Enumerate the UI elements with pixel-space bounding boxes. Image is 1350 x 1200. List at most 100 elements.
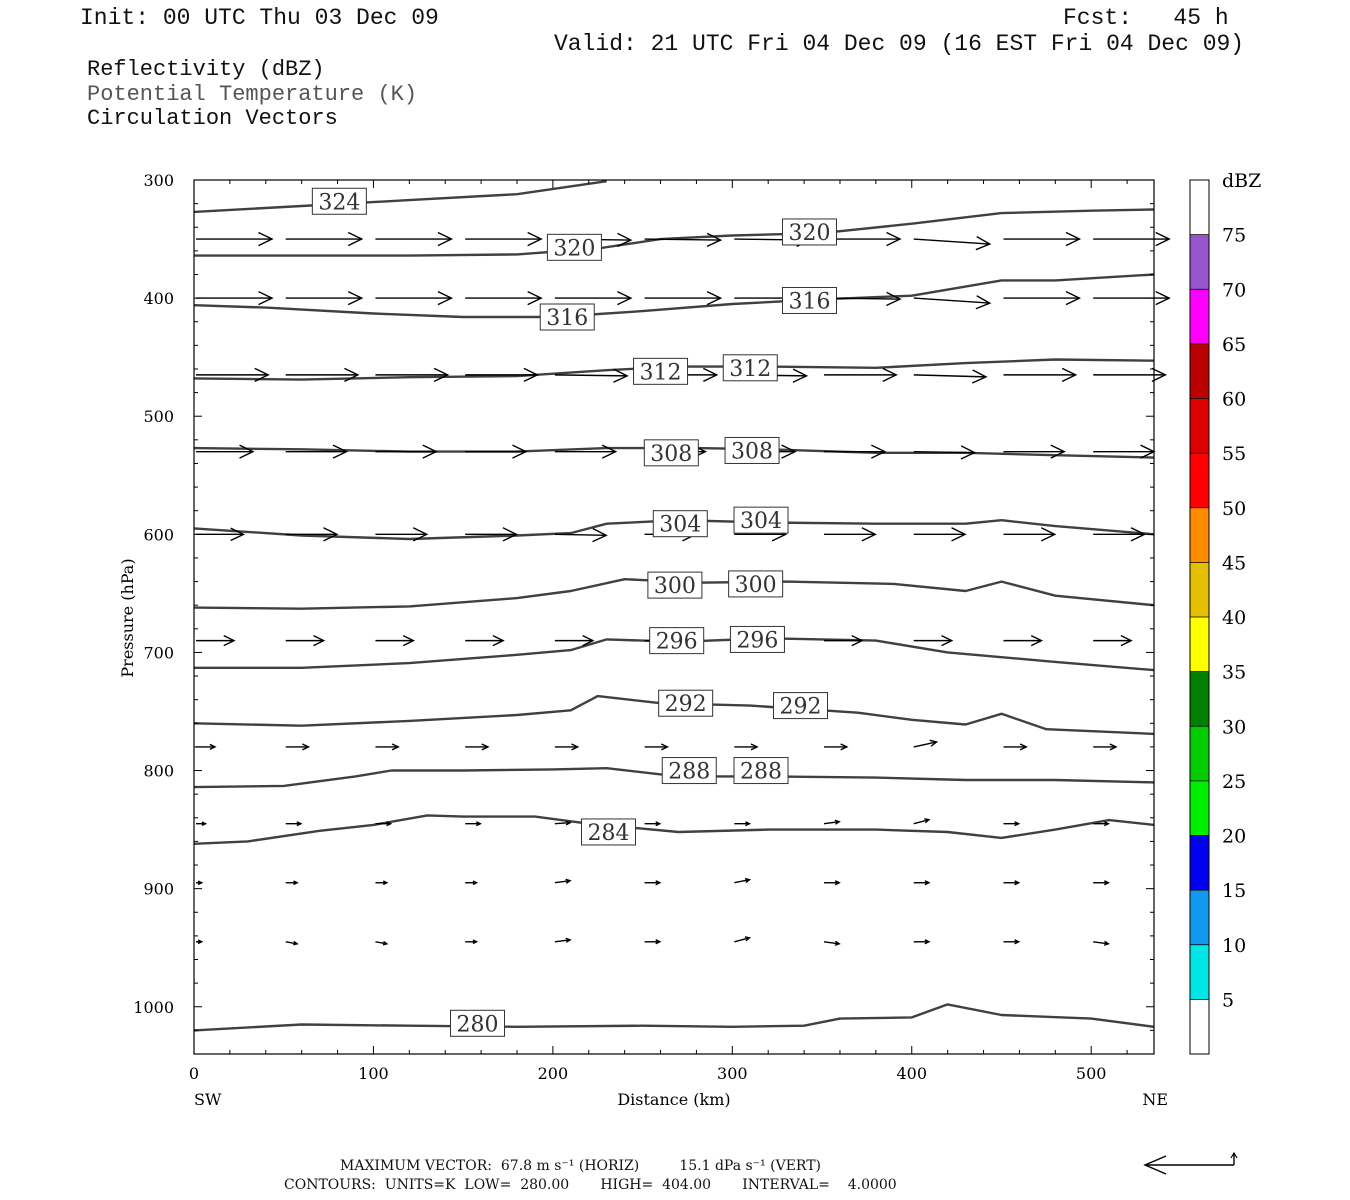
y-tick-label: 900 — [143, 880, 174, 899]
wind-vector — [823, 940, 841, 946]
wind-vector — [913, 369, 988, 384]
colorbar-segment — [1190, 671, 1209, 727]
contour-label: 316 — [546, 306, 588, 331]
colorbar-segment — [1190, 343, 1209, 399]
wind-vector — [1093, 880, 1111, 886]
wind-vector — [1003, 939, 1021, 945]
wind-vector — [554, 937, 572, 943]
theta-contour-288 — [193, 767, 1155, 789]
wind-vector — [465, 743, 490, 751]
wind-vector — [734, 821, 752, 827]
colorbar-segment — [1190, 180, 1209, 235]
contour-label: 312 — [729, 357, 771, 382]
theta-contour-320 — [194, 208, 1155, 257]
contour-label-box — [781, 286, 837, 314]
wind-vector — [824, 367, 898, 383]
wind-vector — [1003, 444, 1066, 459]
wind-vector — [1003, 527, 1057, 542]
contour-label: 308 — [731, 439, 773, 464]
contour-labels: 324 320 320 316 316 312 312 308 308 304 304 300 300 2… — [311, 187, 837, 1037]
contour-label-box — [773, 692, 829, 720]
wind-vector — [465, 880, 479, 886]
colorbar-label: 55 — [1222, 443, 1246, 465]
wind-vector — [375, 635, 416, 647]
contour-label: 320 — [788, 221, 830, 246]
colorbar-segment — [1190, 398, 1209, 454]
contour-label-box — [722, 354, 778, 382]
wind-vector — [913, 445, 977, 460]
contour-label-box — [728, 570, 784, 598]
colorbar-segment — [1190, 944, 1209, 1000]
field-vectors: Circulation Vectors — [87, 106, 338, 131]
wind-vector — [1093, 231, 1171, 247]
wind-vector — [196, 444, 255, 459]
contour-label-box — [643, 439, 699, 467]
wind-vector — [285, 527, 339, 542]
wind-vector — [554, 444, 618, 459]
wind-vector — [824, 743, 849, 751]
x-tick-label: 0 — [189, 1064, 199, 1083]
wind-vector — [913, 939, 931, 945]
contour-label-box — [733, 757, 789, 785]
theta-contour-324 — [193, 180, 607, 214]
wind-vector — [554, 820, 572, 826]
contour-label: 320 — [553, 236, 595, 261]
contour-label: 304 — [659, 513, 701, 538]
colorbar-segment — [1190, 234, 1209, 290]
colorbar-label: 5 — [1222, 989, 1234, 1011]
wind-vector — [644, 290, 723, 306]
wind-vector — [465, 444, 528, 459]
contour-label: 280 — [457, 1012, 499, 1037]
y-tick-label: 500 — [143, 407, 174, 426]
field-theta: Potential Temperature (K) — [87, 82, 418, 107]
contour-label: 300 — [735, 573, 777, 598]
valid-time: Valid: 21 UTC Fri 04 Dec 09 (16 EST Fri … — [554, 31, 1245, 57]
wind-vector — [1093, 821, 1111, 827]
wind-vector — [375, 527, 429, 542]
wind-vector — [1003, 743, 1028, 751]
plot-frame — [193, 179, 1155, 1055]
wind-vector — [375, 231, 454, 247]
wind-vector — [1003, 635, 1044, 647]
wind-vector — [285, 940, 299, 946]
wind-vector — [644, 880, 662, 886]
x-tick-label: 100 — [358, 1064, 389, 1083]
x-tick-label: 300 — [717, 1064, 748, 1083]
wind-vector — [554, 290, 633, 306]
wind-vector — [196, 290, 274, 306]
axes: 0 100 200 300 400 500 300 400 500 600 700 800 900 100… — [133, 171, 1154, 1083]
colorbar-label: 45 — [1222, 552, 1246, 574]
wind-vector — [285, 880, 299, 886]
wind-vector — [375, 821, 393, 827]
wind-vector — [196, 821, 208, 827]
wind-vector — [1003, 290, 1082, 306]
colorbar-segment — [1190, 890, 1209, 945]
wind-vector — [1003, 231, 1082, 247]
wind-vector — [913, 236, 992, 251]
wind-vector — [285, 367, 360, 383]
colorbar-label: 40 — [1222, 607, 1246, 629]
colorbar-segment — [1190, 562, 1209, 617]
colorbar-label: 50 — [1222, 498, 1246, 520]
colorbar-segment — [1190, 726, 1209, 781]
x-tick-label: 200 — [538, 1064, 569, 1083]
wind-vector — [734, 877, 752, 884]
wind-vector — [465, 821, 482, 827]
contour-label-box — [581, 818, 637, 846]
wind-vector — [375, 880, 389, 886]
contour-label-box — [539, 303, 595, 331]
colorbar-frame — [1189, 179, 1210, 1055]
wind-vector — [644, 939, 662, 945]
colorbar-segment — [1190, 835, 1209, 891]
wind-vector — [824, 444, 887, 459]
y-axis-label: Pressure (hPa) — [118, 558, 137, 677]
contour-label: 292 — [780, 695, 822, 720]
wind-vector — [1093, 743, 1118, 751]
colorbar-label: 65 — [1222, 334, 1246, 356]
wind-vector — [913, 739, 939, 748]
contour-label: 288 — [668, 760, 710, 785]
colorbar-label: 75 — [1222, 225, 1246, 247]
wind-vector — [375, 367, 450, 383]
contour-label: 296 — [736, 628, 778, 653]
y-tick-label: 300 — [143, 171, 174, 190]
